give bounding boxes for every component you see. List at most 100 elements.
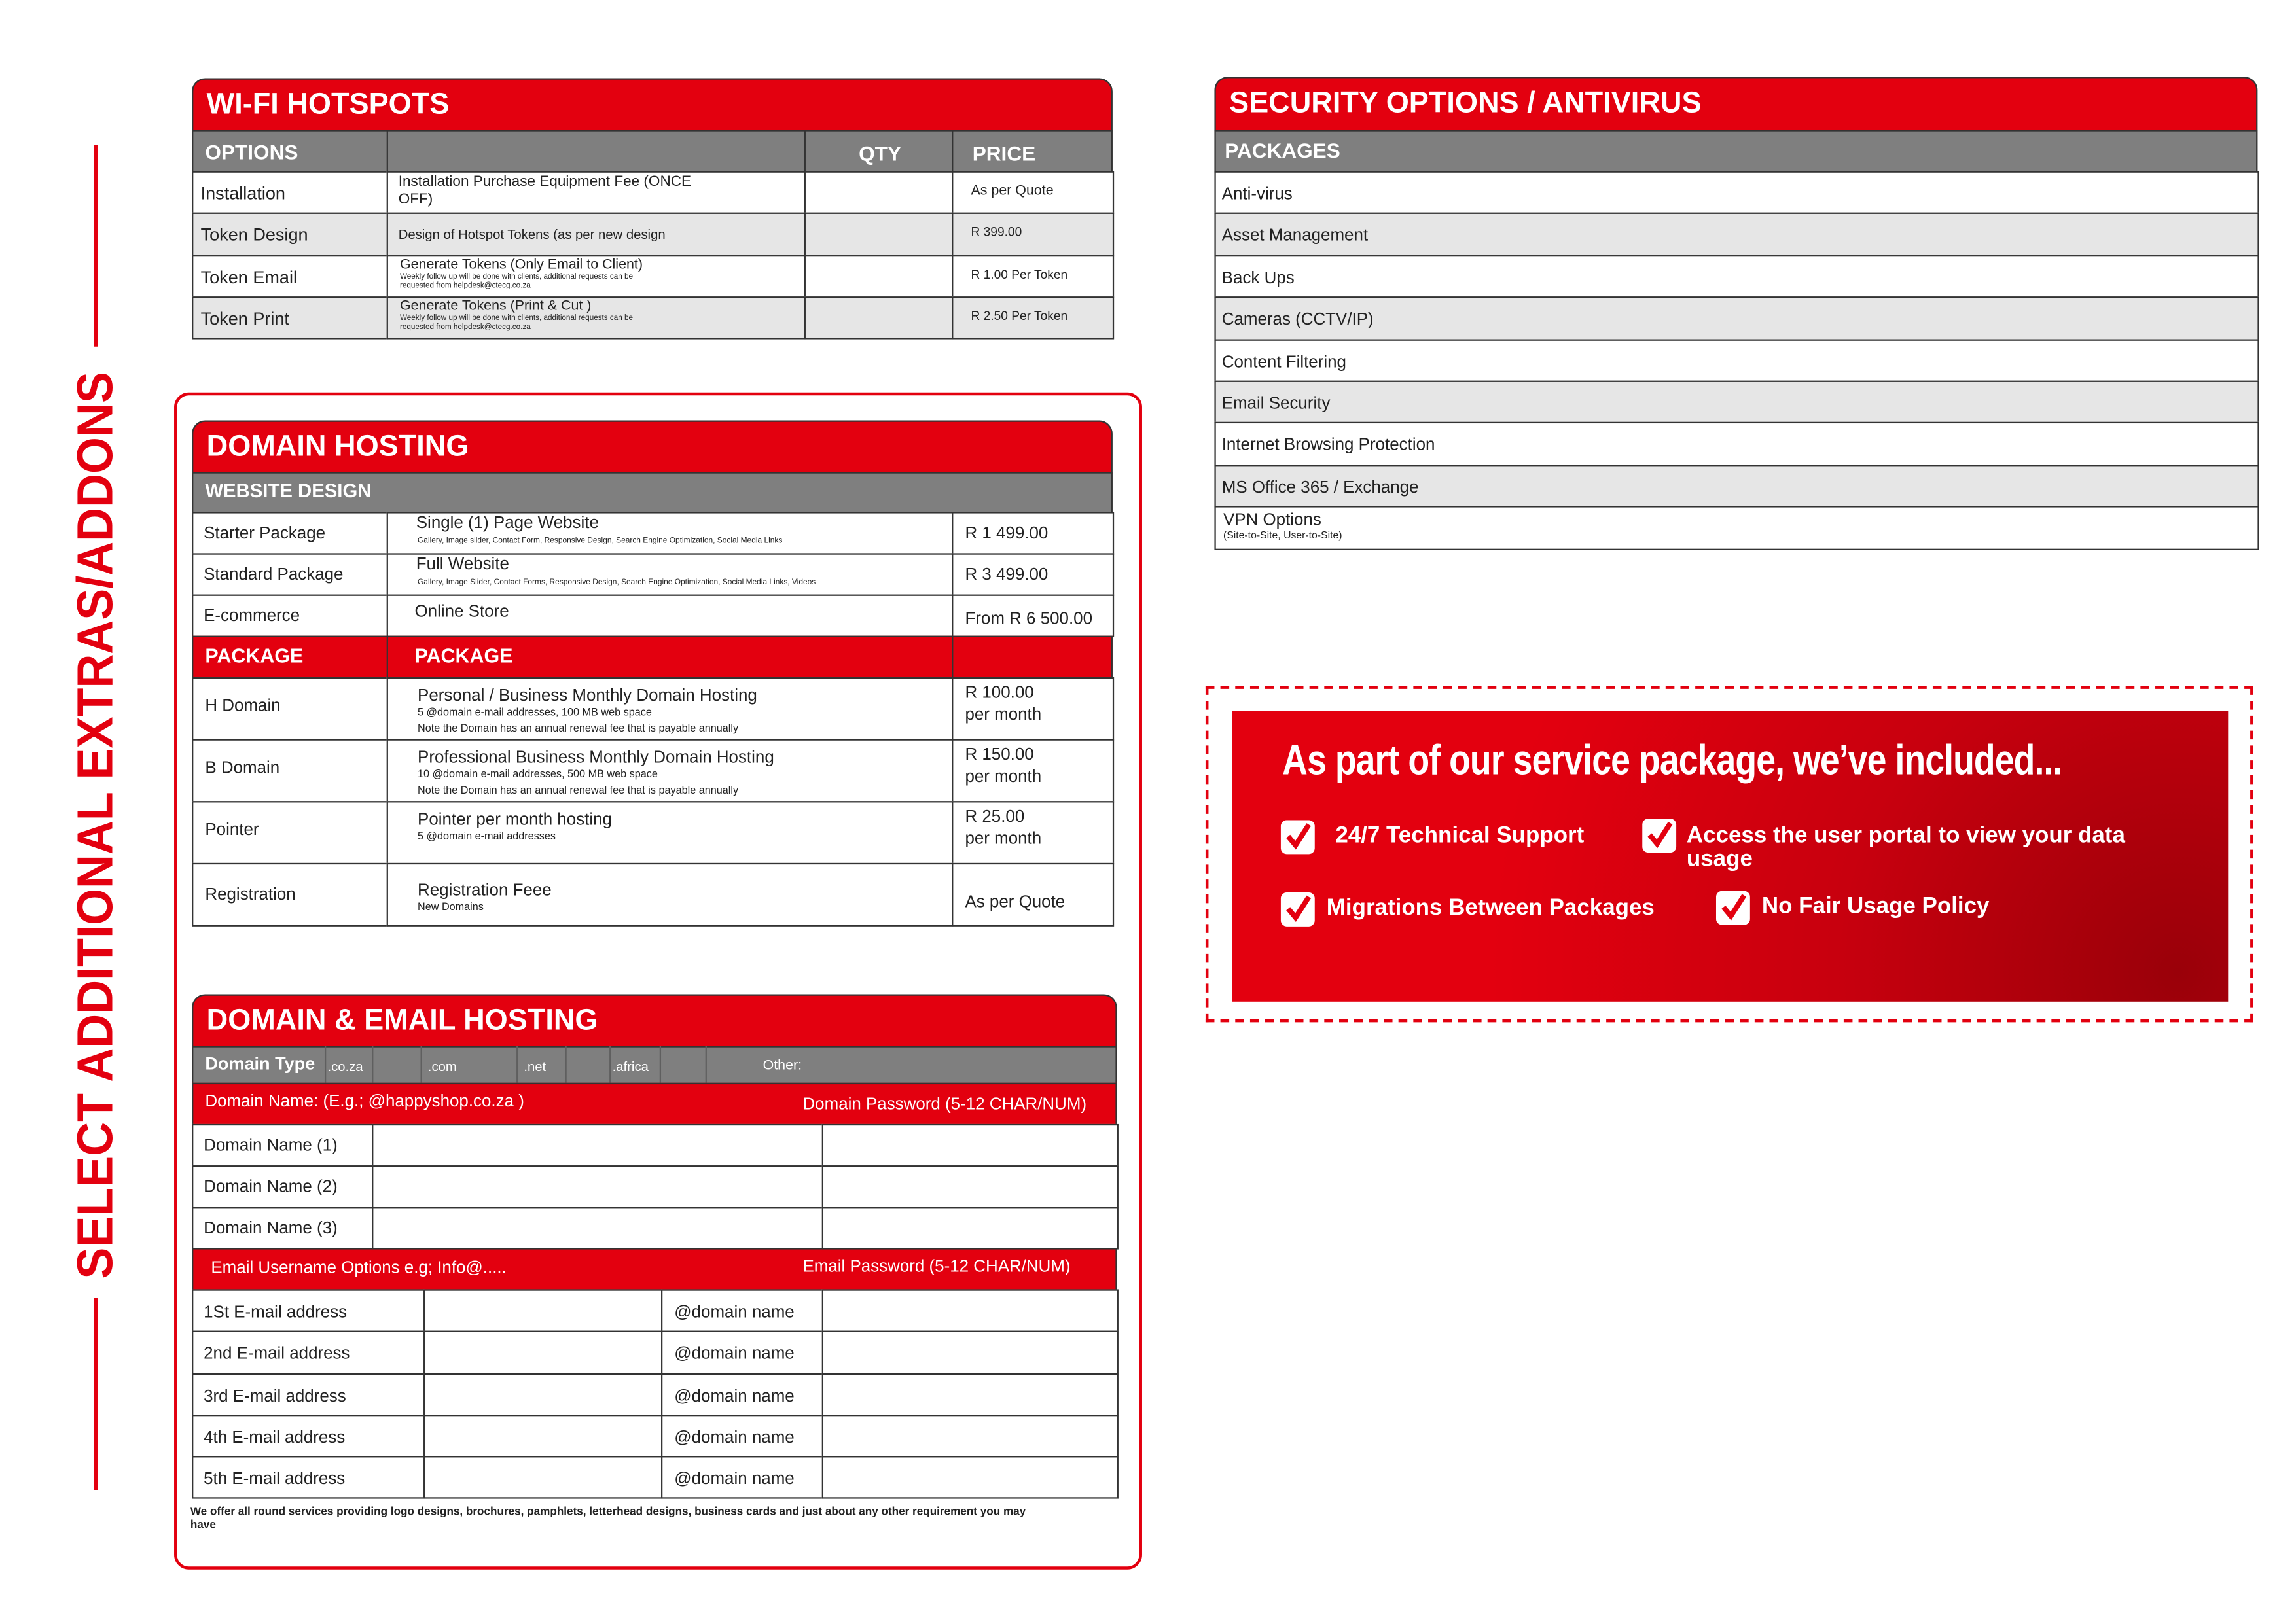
field-label: Domain Name (3) — [204, 1220, 338, 1238]
cell — [372, 1123, 824, 1167]
package-name: Standard Package — [204, 566, 344, 584]
banner-item: 24/7 Technical Support — [1335, 823, 1585, 849]
cell — [372, 1207, 824, 1250]
price: per month — [965, 706, 1042, 724]
field-label: Email Username Options e.g; Info@..... — [211, 1260, 507, 1278]
check-mark — [1286, 823, 1312, 850]
description: Registration Feee — [418, 882, 552, 900]
price: R 1 499.00 — [965, 525, 1049, 543]
field-label: @domain name — [674, 1471, 795, 1489]
cell — [661, 1414, 824, 1458]
field-label: 4th E-mail address — [204, 1429, 346, 1447]
cell — [423, 1414, 663, 1458]
price: R 3 499.00 — [965, 566, 1049, 584]
divider — [804, 130, 806, 173]
section-title: SECURITY OPTIONS / ANTIVIRUS — [1229, 87, 1702, 120]
cell — [804, 171, 954, 215]
divider — [952, 130, 954, 173]
column-header: PACKAGE — [205, 644, 304, 667]
cell — [1214, 464, 2259, 508]
cell — [192, 1414, 425, 1458]
footer-note: We offer all round services providing lo… — [190, 1504, 1026, 1531]
divider — [952, 635, 954, 679]
field-label: Domain Type — [205, 1053, 315, 1074]
package-name: Pointer — [205, 821, 259, 839]
price: R 1.00 Per Token — [971, 266, 1068, 281]
divider — [324, 1046, 327, 1085]
field-label: @domain name — [674, 1429, 795, 1447]
domain-type: .net — [524, 1059, 547, 1074]
note: Gallery, Image slider, Contact Form, Res… — [418, 537, 783, 546]
title-bar — [192, 78, 1113, 132]
package-name: Starter Package — [204, 525, 326, 543]
note: (Site-to-Site, User-to-Site) — [1223, 531, 1342, 542]
divider — [609, 1046, 611, 1085]
banner — [1232, 711, 2229, 1002]
field-label: Other: — [762, 1057, 802, 1074]
note: Weekly follow up will be done with clien… — [399, 313, 634, 332]
cell — [1214, 296, 2259, 340]
cell — [386, 171, 806, 215]
cell — [952, 512, 1115, 555]
cell — [821, 1414, 1119, 1458]
check-icon — [1280, 892, 1315, 927]
cell — [821, 1331, 1119, 1375]
price: As per Quote — [971, 183, 1054, 200]
cell — [952, 213, 1115, 256]
section-title: DOMAIN HOSTING — [206, 431, 469, 463]
description: Generate Tokens (Only Email to Client) — [399, 256, 643, 273]
domain-type: .africa — [612, 1059, 649, 1074]
package: MS Office 365 / Exchange — [1221, 479, 1419, 497]
header-row — [1214, 130, 2258, 173]
field-label: 1St E-mail address — [204, 1303, 348, 1322]
price: per month — [965, 768, 1042, 786]
description: Professional Business Monthly Domain Hos… — [418, 749, 774, 768]
package: Asset Management — [1221, 228, 1369, 246]
domain-type: .com — [427, 1059, 457, 1074]
check-mark — [1286, 895, 1312, 922]
cell — [192, 296, 388, 340]
cell — [192, 255, 388, 298]
cell — [821, 1207, 1119, 1250]
divider — [386, 130, 388, 173]
cell — [1214, 380, 2259, 424]
column-header: QTY — [859, 141, 902, 166]
description: Installation Purchase Equipment Fee (ONC… — [398, 174, 692, 207]
divider — [659, 1046, 662, 1085]
divider — [705, 1046, 707, 1085]
description: Full Website — [416, 556, 509, 574]
cell — [1214, 422, 2259, 466]
package: Internet Browsing Protection — [1221, 437, 1435, 455]
column-header: PACKAGE — [414, 644, 513, 667]
side-banner: SELECT ADDITIONAL EXTRAS/ADDONS — [67, 144, 123, 1491]
cell — [423, 1331, 663, 1375]
note: Gallery, Image Slider, Contact Forms, Re… — [418, 578, 816, 588]
check-icon — [1642, 819, 1677, 853]
cell — [804, 296, 954, 340]
field-label: 3rd E-mail address — [204, 1387, 346, 1405]
cell — [1214, 506, 2259, 550]
field-label: Domain Name: (E.g.; @happyshop.co.za ) — [205, 1093, 524, 1111]
field-label: @domain name — [674, 1303, 795, 1322]
note: Note the Domain has an annual renewal fe… — [418, 721, 739, 735]
section-label: WEBSITE DESIGN — [205, 479, 372, 502]
field-label: Domain Password (5-12 CHAR/NUM) — [802, 1096, 1087, 1114]
field-label: 2nd E-mail address — [204, 1345, 350, 1364]
package-name: E-commerce — [204, 607, 300, 626]
field-label: @domain name — [674, 1345, 795, 1364]
divider — [565, 1046, 567, 1085]
cell — [952, 255, 1115, 298]
package-name: Registration — [205, 886, 296, 905]
field-label: 5th E-mail address — [204, 1471, 346, 1489]
field-label: @domain name — [674, 1387, 795, 1405]
note: Weekly follow up will be done with clien… — [399, 272, 634, 291]
column-header: OPTIONS — [205, 140, 298, 164]
domain-type: .co.za — [327, 1059, 363, 1074]
package: VPN Options — [1223, 512, 1321, 530]
cell — [1214, 213, 2259, 256]
field-label: Domain Name (2) — [204, 1178, 338, 1197]
price: R 150.00 — [965, 746, 1034, 764]
cell — [423, 1289, 663, 1333]
price: R 100.00 — [965, 684, 1034, 703]
